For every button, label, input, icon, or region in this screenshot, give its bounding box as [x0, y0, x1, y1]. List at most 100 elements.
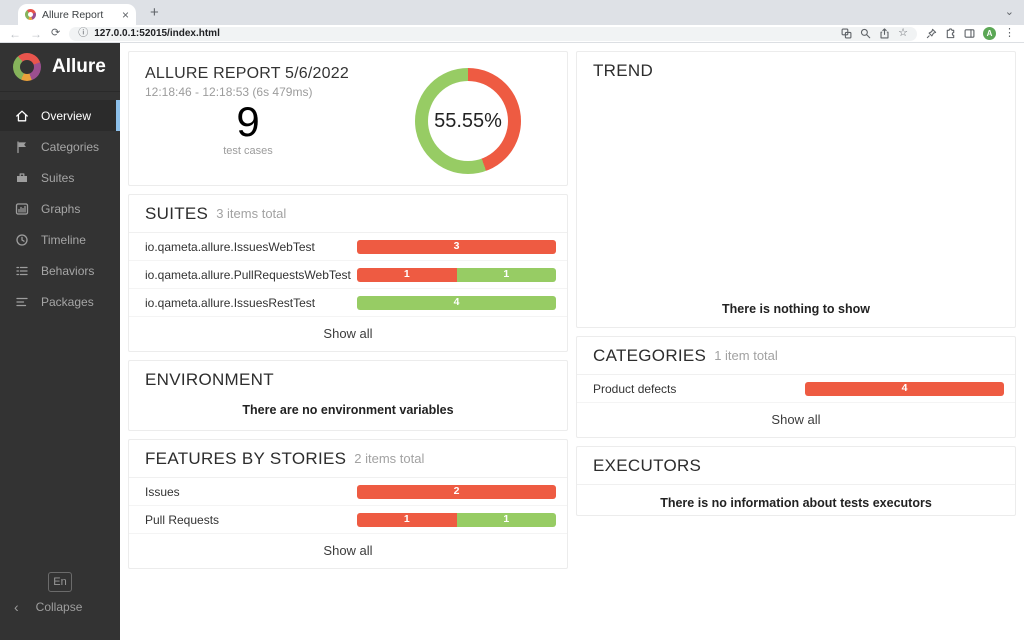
- sidebar-item-overview[interactable]: Overview: [0, 100, 120, 131]
- new-tab-button[interactable]: +: [150, 4, 159, 21]
- trend-header: TREND: [577, 52, 1015, 90]
- left-column: ALLURE REPORT 5/6/2022 12:18:46 - 12:18:…: [128, 51, 568, 569]
- toolbar-right-actions: A ⋮: [926, 27, 1015, 40]
- failed-segment: 4: [805, 381, 1004, 396]
- environment-header: ENVIRONMENT: [129, 361, 567, 399]
- summary-widget: ALLURE REPORT 5/6/2022 12:18:46 - 12:18:…: [128, 51, 568, 186]
- show-all-link[interactable]: Show all: [771, 412, 821, 427]
- passed-segment: 4: [357, 295, 556, 310]
- widget-title: SUITES: [145, 203, 209, 223]
- browser-menu-icon[interactable]: ⋮: [1004, 27, 1015, 39]
- empty-message: There is no information about tests exec…: [660, 496, 932, 510]
- site-info-icon[interactable]: ⓘ: [78, 27, 89, 39]
- suites-widget: SUITES 3 items total io.qameta.allure.Is…: [128, 194, 568, 352]
- forward-icon[interactable]: →: [30, 26, 42, 41]
- status-bar: 4: [357, 295, 556, 310]
- feature-name: Pull Requests: [145, 512, 220, 527]
- url-text: 127.0.0.1:52015/index.html: [94, 28, 220, 39]
- status-bar: 1 1: [357, 267, 556, 282]
- sidebar-item-label: Packages: [41, 294, 94, 309]
- back-icon[interactable]: ←: [9, 26, 21, 41]
- test-cases-stat: 9 test cases: [153, 100, 343, 158]
- chevron-left-icon: ‹: [14, 599, 19, 615]
- failed-segment: 1: [357, 512, 457, 527]
- passed-segment: 1: [456, 512, 556, 527]
- status-bar: 1 1: [357, 512, 556, 527]
- report-time-range: 12:18:46 - 12:18:53 (6s 479ms): [145, 85, 313, 99]
- pass-percentage: 55.55%: [434, 109, 502, 132]
- widget-subtitle: 1 item total: [714, 348, 778, 363]
- widget-title: TREND: [593, 61, 654, 80]
- feature-name: Issues: [145, 484, 180, 499]
- side-panel-icon[interactable]: [964, 28, 975, 39]
- briefcase-icon: [15, 171, 31, 185]
- browser-toolbar: ← → ⟳ ⓘ 127.0.0.1:52015/index.html ☆: [0, 25, 1024, 43]
- sidebar-item-label: Timeline: [41, 232, 86, 247]
- widget-title: CATEGORIES: [593, 345, 707, 365]
- sidebar-item-label: Behaviors: [41, 263, 95, 278]
- suite-row[interactable]: io.qameta.allure.IssuesRestTest 4: [129, 289, 567, 317]
- features-header: FEATURES BY STORIES 2 items total: [129, 440, 567, 478]
- feature-row[interactable]: Pull Requests 1 1: [129, 506, 567, 534]
- categories-header: CATEGORIES 1 item total: [577, 337, 1015, 375]
- suite-name: io.qameta.allure.IssuesRestTest: [145, 295, 316, 310]
- close-tab-icon[interactable]: ×: [121, 7, 129, 22]
- sidebar-item-behaviors[interactable]: Behaviors: [0, 255, 120, 286]
- clock-icon: [15, 233, 31, 247]
- sidebar-item-label: Categories: [41, 139, 100, 154]
- suite-row[interactable]: io.qameta.allure.PullRequestsWebTest 1 1: [129, 261, 567, 289]
- align-left-icon: [15, 295, 31, 309]
- share-icon[interactable]: [879, 28, 890, 39]
- widget-subtitle: 2 items total: [354, 451, 425, 466]
- sidebar-item-label: Overview: [41, 108, 92, 123]
- sidebar-item-graphs[interactable]: Graphs: [0, 193, 120, 224]
- features-by-stories-widget: FEATURES BY STORIES 2 items total Issues…: [128, 439, 568, 569]
- main-content: ALLURE REPORT 5/6/2022 12:18:46 - 12:18:…: [120, 43, 1024, 640]
- sidebar-item-categories[interactable]: Categories: [0, 131, 120, 162]
- chevron-down-icon[interactable]: ⌄: [1004, 6, 1014, 18]
- collapse-label: Collapse: [35, 600, 83, 614]
- passed-segment: 1: [456, 267, 556, 282]
- categories-widget: CATEGORIES 1 item total Product defects …: [576, 336, 1016, 438]
- allure-app: Allure Overview Categories Suites: [0, 43, 1024, 640]
- browser-tab-strip: Allure Report × + ⌄: [0, 0, 1024, 25]
- feature-row[interactable]: Issues 2: [129, 478, 567, 506]
- sidebar: Allure Overview Categories Suites: [0, 43, 120, 640]
- empty-message: There are no environment variables: [242, 403, 454, 417]
- failed-segment: 1: [357, 267, 457, 282]
- show-all-link[interactable]: Show all: [323, 543, 373, 558]
- browser-tab[interactable]: Allure Report ×: [18, 4, 136, 25]
- reload-icon[interactable]: ⟳: [51, 27, 61, 39]
- sidebar-item-label: Graphs: [41, 201, 81, 216]
- sidebar-item-label: Suites: [41, 170, 75, 185]
- profile-avatar[interactable]: A: [983, 27, 996, 40]
- language-button[interactable]: En: [48, 572, 72, 592]
- bookmark-star-icon[interactable]: ☆: [898, 27, 908, 39]
- test-cases-label: test cases: [223, 145, 273, 157]
- show-all-link[interactable]: Show all: [323, 326, 373, 341]
- widget-title: EXECUTORS: [593, 455, 702, 475]
- failed-segment: 2: [357, 484, 556, 499]
- executors-widget: EXECUTORS There is no information about …: [576, 446, 1016, 516]
- address-bar[interactable]: ⓘ 127.0.0.1:52015/index.html ☆: [69, 26, 917, 41]
- suites-header: SUITES 3 items total: [129, 195, 567, 233]
- sidebar-item-packages[interactable]: Packages: [0, 286, 120, 317]
- collapse-button[interactable]: ‹ Collapse: [0, 600, 120, 614]
- status-donut-chart[interactable]: 55.55%: [415, 68, 521, 174]
- brand-name: Allure: [52, 56, 106, 77]
- category-row[interactable]: Product defects 4: [577, 375, 1015, 403]
- zoom-icon[interactable]: [860, 28, 871, 39]
- report-title: ALLURE REPORT 5/6/2022: [145, 65, 349, 82]
- status-bar: 3: [357, 239, 556, 254]
- right-column: TREND There is nothing to show CATEGORIE…: [576, 51, 1016, 516]
- sidebar-item-suites[interactable]: Suites: [0, 162, 120, 193]
- extensions-icon[interactable]: [945, 28, 956, 39]
- pin-icon[interactable]: [926, 28, 937, 39]
- bar-chart-icon: [15, 202, 31, 216]
- suite-row[interactable]: io.qameta.allure.IssuesWebTest 3: [129, 233, 567, 261]
- translate-icon[interactable]: [841, 28, 852, 39]
- widget-title: ENVIRONMENT: [145, 370, 274, 389]
- tab-title: Allure Report: [42, 8, 104, 21]
- suite-name: io.qameta.allure.IssuesWebTest: [145, 239, 315, 254]
- sidebar-item-timeline[interactable]: Timeline: [0, 224, 120, 255]
